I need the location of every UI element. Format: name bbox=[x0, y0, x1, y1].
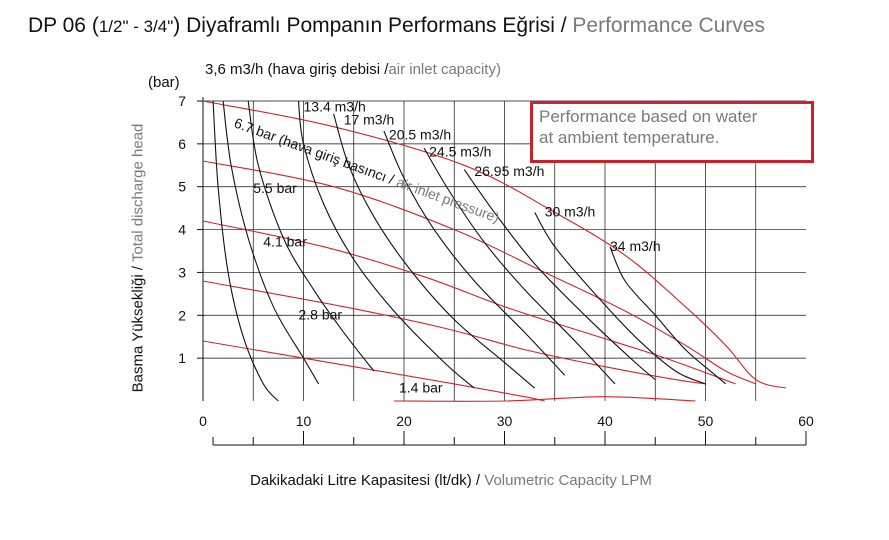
x-axis-title-en: Volumetric Capacity LPM bbox=[484, 472, 652, 489]
x-axis-title: Dakikadaki Litre Kapasitesi (lt/dk) / Vo… bbox=[250, 472, 652, 489]
y-tick-label: 4 bbox=[178, 222, 186, 238]
air-pressure-curve bbox=[202, 100, 787, 389]
capacity-curve-label: 26.95 m3/h bbox=[474, 163, 544, 179]
capacity-curve-label: 24.5 m3/h bbox=[429, 144, 491, 160]
air-capacity-label-tr: 3,6 m3/h (hava giriş debisi / bbox=[205, 61, 389, 78]
title-rest: ) Diyaframlı Pompanın Performans Eğrisi … bbox=[173, 14, 573, 37]
pressure-curve-label: 2.8 bar bbox=[298, 307, 342, 323]
y-tick-label: 7 bbox=[178, 93, 186, 109]
air-capacity-curve bbox=[423, 147, 616, 385]
capacity-curve-label: 13.4 m3/h bbox=[304, 99, 366, 115]
x-tick-label: 60 bbox=[798, 413, 814, 429]
air-capacity-label: 3,6 m3/h (hava giriş debisi /air inlet c… bbox=[205, 61, 501, 78]
performance-note-line2: at ambient temperature. bbox=[539, 128, 720, 147]
capacity-curve-label: 20.5 m3/h bbox=[389, 127, 451, 143]
x-tick-label: 40 bbox=[597, 413, 613, 429]
pressure-curve-label: 1.4 bar bbox=[399, 379, 443, 395]
y-tick-label: 5 bbox=[178, 179, 186, 195]
air-capacity-curve bbox=[383, 130, 566, 376]
title-english: Performance Curves bbox=[572, 14, 765, 37]
air-capacity-curve bbox=[297, 100, 475, 389]
capacity-curve-label: 30 m3/h bbox=[545, 204, 596, 220]
x-tick-label: 0 bbox=[199, 413, 207, 429]
y-tick-label: 1 bbox=[178, 350, 186, 366]
air-capacity-curve bbox=[463, 169, 656, 381]
y-tick-label: 3 bbox=[178, 264, 186, 280]
pressure-axis-label: 6.7 bar (hava giriş basıncı / air inlet … bbox=[232, 114, 501, 225]
capacity-curve-label: 34 m3/h bbox=[610, 238, 661, 254]
air-capacity-curve bbox=[247, 100, 375, 372]
x-tick-label: 20 bbox=[396, 413, 412, 429]
pressure-curve-label: 5.5 bar bbox=[253, 180, 297, 196]
y-tick-label: 6 bbox=[178, 136, 186, 152]
air-capacity-curve bbox=[212, 100, 279, 402]
performance-note-line1: Performance based on water bbox=[539, 107, 758, 126]
x-tick-label: 10 bbox=[296, 413, 312, 429]
air-pressure-curve bbox=[393, 396, 696, 402]
y-tick-label: 2 bbox=[178, 307, 186, 323]
x-tick-label: 30 bbox=[497, 413, 513, 429]
y-axis-unit: (bar) bbox=[148, 74, 180, 91]
air-capacity-curve bbox=[222, 100, 320, 385]
x-tick-label: 50 bbox=[698, 413, 714, 429]
capacity-curve-label: 17 m3/h bbox=[344, 112, 395, 128]
air-pressure-curve bbox=[202, 280, 706, 385]
air-pressure-curve bbox=[202, 340, 545, 402]
air-pressure-curve bbox=[202, 160, 757, 385]
title-main: DP 06 ( bbox=[28, 14, 99, 37]
x-axis-title-tr: Dakikadaki Litre Kapasitesi (lt/dk) / bbox=[250, 472, 485, 489]
pressure-curve-label: 4.1 bar bbox=[263, 234, 307, 250]
air-capacity-curve bbox=[333, 113, 536, 389]
performance-note-box: Performance based on water at ambient te… bbox=[530, 101, 814, 163]
air-capacity-label-en: air inlet capacity) bbox=[388, 61, 501, 78]
chart-title: DP 06 (1/2" - 3/4") Diyaframlı Pompanın … bbox=[28, 14, 765, 38]
air-capacity-curve bbox=[609, 246, 726, 385]
air-capacity-curve bbox=[534, 212, 706, 385]
title-size: 1/2" - 3/4" bbox=[98, 17, 174, 36]
